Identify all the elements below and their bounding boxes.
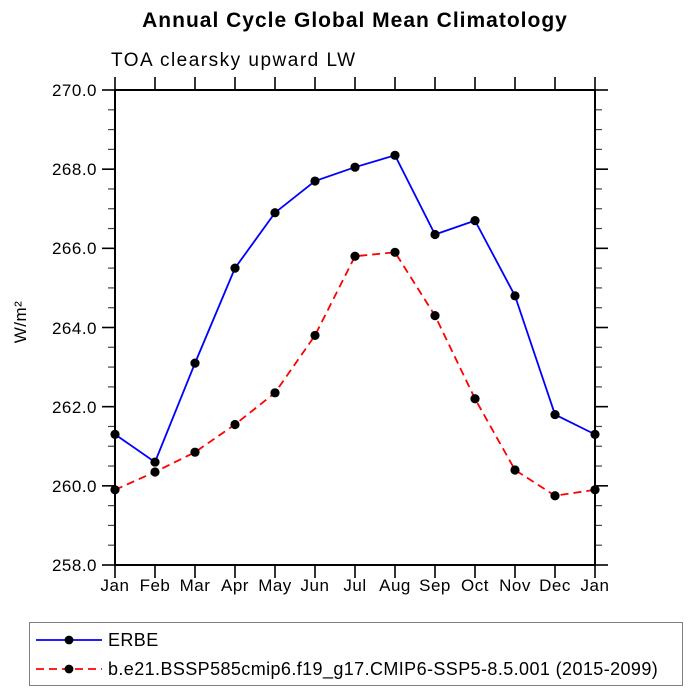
x-tick-label: May [258, 576, 292, 595]
x-tick-label: Apr [221, 576, 249, 595]
data-point-marker [230, 419, 240, 430]
series-line-0 [114, 154, 596, 464]
data-point-marker [510, 291, 520, 301]
x-tick-label: Jan [580, 576, 610, 595]
legend-label-model: b.e21.BSSP585cmip6.f19_g17.CMIP6-SSP5-8.… [108, 658, 659, 679]
erbe-line-sample-icon [36, 635, 102, 645]
x-tick-label: Jul [343, 576, 367, 595]
data-point-marker [350, 162, 360, 172]
x-tick-label: Dec [539, 576, 571, 595]
data-point-marker [430, 229, 440, 240]
data-point-marker [590, 485, 600, 495]
data-point-marker [550, 409, 560, 420]
data-point-marker [190, 447, 200, 457]
chart-title: Annual Cycle Global Mean Climatology [142, 9, 568, 32]
data-point-marker [150, 467, 160, 477]
model-line-sample-icon [36, 664, 102, 674]
y-tick-label: 258.0 [51, 556, 97, 575]
data-point-marker [550, 491, 560, 501]
data-point-marker [270, 388, 280, 398]
x-tick-label: Jan [100, 576, 130, 595]
chart-subtitle: TOA clearsky upward LW [111, 50, 357, 71]
legend-sample-marker [64, 635, 74, 645]
series-line-1 [114, 251, 596, 497]
legend-item-erbe: ERBE [34, 629, 159, 651]
data-point-marker [110, 429, 120, 439]
legend: ERBE b.e21.BSSP585cmip6.f19_g17.CMIP6-SS… [29, 622, 683, 686]
data-point-marker [390, 150, 400, 160]
data-point-marker [190, 358, 200, 368]
y-tick-label: 264.0 [51, 318, 97, 338]
data-point-marker [470, 394, 480, 404]
data-point-marker [470, 216, 480, 226]
y-tick-label: 266.0 [51, 239, 97, 259]
x-tick-label: Jun [300, 576, 330, 595]
x-tick-label: Sep [419, 576, 451, 595]
x-tick-label: Oct [461, 576, 489, 595]
legend-label-erbe: ERBE [108, 629, 159, 650]
y-tick-label: 270.0 [51, 81, 97, 100]
data-point-marker [150, 457, 160, 467]
y-tick-label: 268.0 [51, 160, 97, 180]
plot-border [114, 89, 596, 566]
data-point-marker [270, 208, 280, 218]
legend-sample-marker [64, 664, 74, 674]
x-tick-label: Mar [179, 576, 211, 595]
x-tick-label: Feb [139, 576, 171, 595]
data-point-marker [510, 465, 520, 475]
data-point-marker [110, 485, 120, 495]
y-tick-label: 262.0 [51, 397, 97, 417]
x-tick-label: Aug [379, 576, 411, 595]
data-point-marker [390, 247, 400, 257]
data-point-marker [590, 429, 600, 439]
data-point-marker [430, 311, 440, 321]
data-point-marker [230, 263, 240, 273]
legend-item-model: b.e21.BSSP585cmip6.f19_g17.CMIP6-SSP5-8.… [34, 658, 658, 680]
y-tick-label: 260.0 [51, 476, 97, 496]
data-point-marker [350, 251, 360, 261]
data-point-marker [310, 176, 320, 186]
data-point-marker [310, 330, 320, 341]
x-tick-label: Nov [499, 576, 531, 595]
